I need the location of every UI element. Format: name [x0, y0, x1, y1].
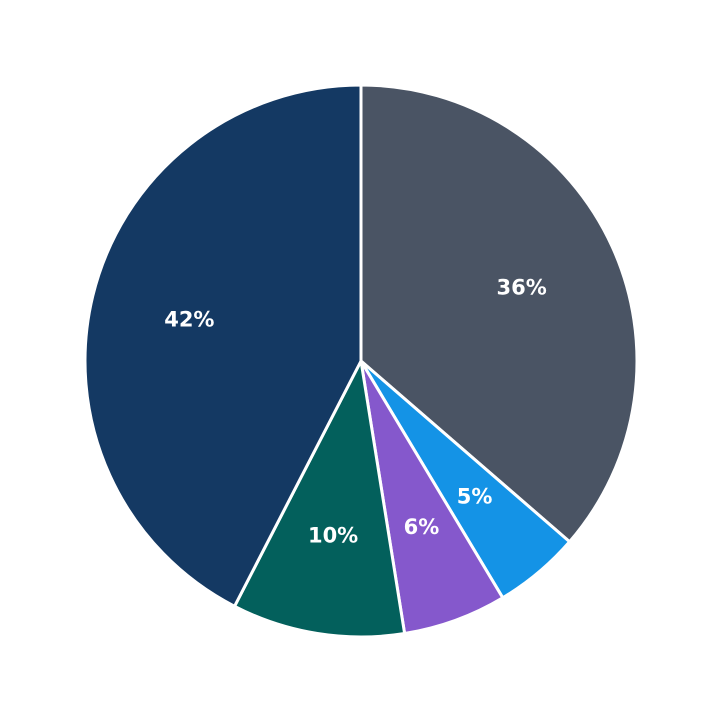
- pie-slice: [233, 359, 407, 639]
- pie-slice: [83, 83, 363, 608]
- pie-slice: [359, 83, 639, 544]
- slice-label: 42%: [164, 307, 214, 331]
- slice-label: 10%: [308, 523, 358, 547]
- slice-label: 6%: [404, 515, 440, 539]
- slice-label: 5%: [457, 484, 493, 508]
- slice-label: 36%: [497, 276, 547, 300]
